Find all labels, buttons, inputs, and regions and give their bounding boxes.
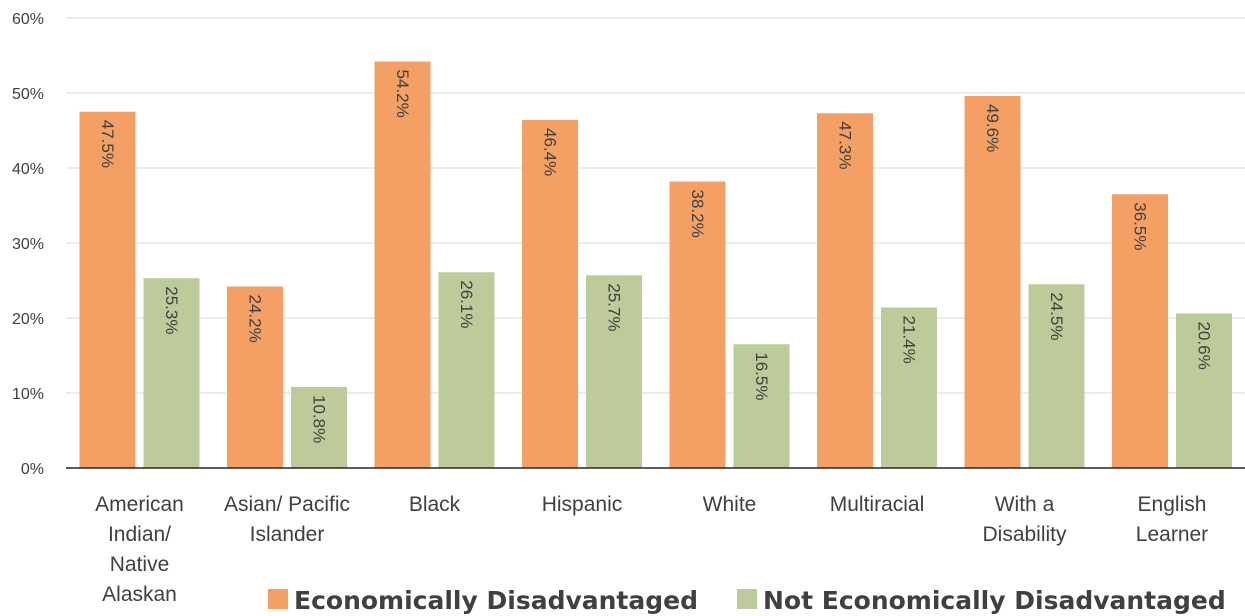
data-label-not-economically-disadvantaged: 21.4%	[900, 316, 919, 364]
legend-label-economically-disadvantaged: Economically Disadvantaged	[294, 586, 698, 615]
category-label: American Indian/Native Alaskan	[95, 493, 184, 606]
legend-swatch-not-economically-disadvantaged	[737, 589, 757, 609]
data-label-not-economically-disadvantaged: 20.6%	[1195, 322, 1214, 370]
data-label-not-economically-disadvantaged: 10.8%	[310, 395, 329, 443]
legend-swatch-economically-disadvantaged	[268, 589, 288, 609]
bar-economically-disadvantaged	[374, 61, 431, 468]
y-tick-label: 60%	[12, 11, 44, 28]
bar-not-economically-disadvantaged	[586, 275, 642, 468]
bar-not-economically-disadvantaged	[881, 307, 937, 468]
category-label: Hispanic	[542, 493, 623, 516]
bar-economically-disadvantaged	[522, 120, 578, 468]
category-label: English Learner	[1136, 493, 1208, 546]
data-label-not-economically-disadvantaged: 25.7%	[605, 283, 624, 331]
bar-economically-disadvantaged	[669, 181, 726, 468]
y-axis-tick-labels: 0% 10% 20% 30% 40% 50% 60%	[12, 11, 44, 478]
data-label-economically-disadvantaged: 38.2%	[688, 190, 707, 238]
data-label-not-economically-disadvantaged: 25.3%	[162, 286, 181, 334]
data-label-economically-disadvantaged: 47.3%	[836, 121, 855, 169]
bar-not-economically-disadvantaged	[1176, 313, 1232, 468]
bar-economically-disadvantaged	[1112, 194, 1168, 468]
y-tick-label: 30%	[12, 236, 44, 253]
bar-economically-disadvantaged	[227, 286, 283, 468]
bar-not-economically-disadvantaged	[291, 387, 347, 468]
y-tick-label: 20%	[12, 311, 44, 328]
category-labels: American Indian/Native Alaskan Asian/ Pacif…	[95, 493, 1208, 606]
data-label-not-economically-disadvantaged: 16.5%	[752, 352, 771, 400]
bar-economically-disadvantaged	[79, 111, 136, 468]
y-tick-label: 10%	[12, 386, 44, 403]
data-label-economically-disadvantaged: 24.2%	[246, 295, 265, 343]
data-label-economically-disadvantaged: 49.6%	[983, 104, 1002, 152]
data-label-economically-disadvantaged: 54.2%	[393, 70, 412, 118]
category-label: Multiracial	[830, 493, 925, 516]
bars: 47.5% 25.3% 24.2% 10.8% 54.2% 26.1% 46.4% 25.7%…	[79, 61, 1232, 468]
data-label-not-economically-disadvantaged: 24.5%	[1047, 292, 1066, 340]
legend-label-not-economically-disadvantaged: Not Economically Disadvantaged	[763, 586, 1226, 615]
legend: Economically Disadvantaged Not Economica…	[268, 586, 1226, 615]
bar-economically-disadvantaged	[817, 113, 873, 468]
category-label: With a Disability	[982, 493, 1067, 546]
y-tick-label: 0%	[21, 461, 44, 478]
data-label-economically-disadvantaged: 47.5%	[98, 120, 117, 168]
y-tick-label: 50%	[12, 86, 44, 103]
category-label: Black	[409, 493, 461, 516]
data-label-economically-disadvantaged: 46.4%	[541, 128, 560, 176]
bar-not-economically-disadvantaged	[1028, 284, 1085, 468]
category-label: White	[703, 493, 757, 516]
bar-not-economically-disadvantaged	[438, 272, 495, 468]
data-label-not-economically-disadvantaged: 26.1%	[457, 280, 476, 328]
bar-not-economically-disadvantaged	[143, 278, 200, 468]
bar-economically-disadvantaged	[964, 96, 1021, 468]
bar-not-economically-disadvantaged	[733, 344, 790, 468]
data-label-economically-disadvantaged: 36.5%	[1131, 202, 1150, 250]
y-tick-label: 40%	[12, 161, 44, 178]
category-label: Asian/ Pacific Islander	[224, 493, 350, 546]
